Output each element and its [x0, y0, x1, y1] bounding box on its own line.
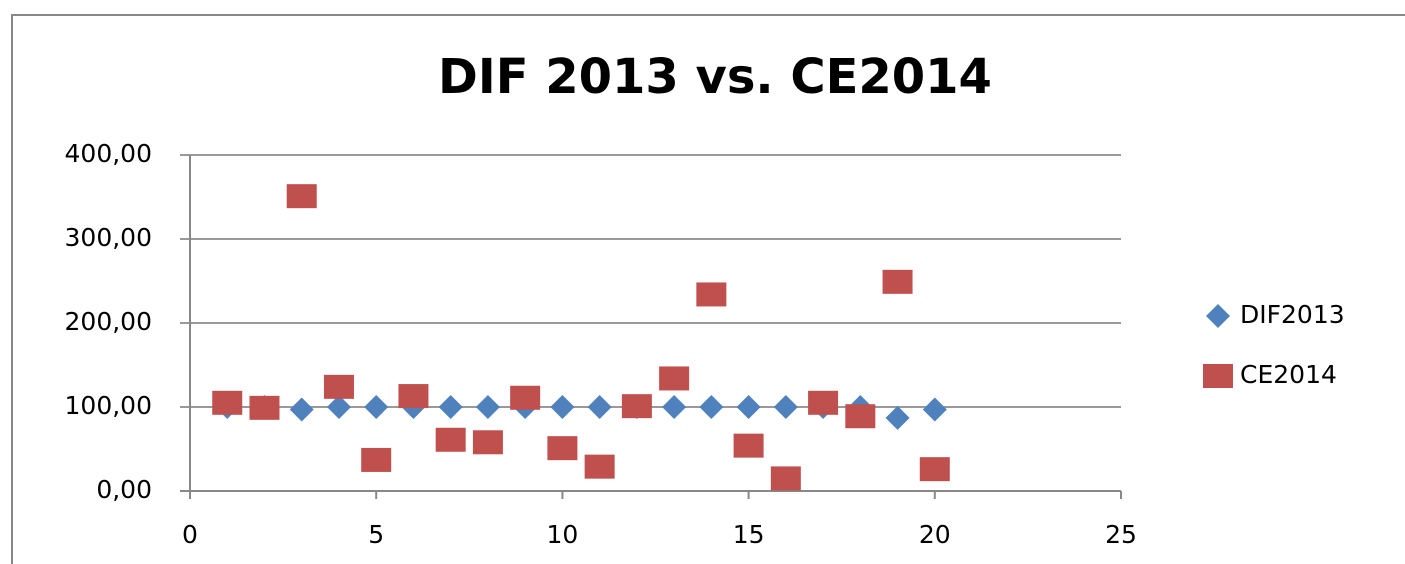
- square-marker: [621, 394, 652, 419]
- diamond-marker: [662, 395, 687, 419]
- square-marker: [733, 433, 764, 458]
- square-marker: [286, 184, 317, 209]
- square-marker: [882, 269, 913, 294]
- square-marker: [212, 390, 243, 415]
- square-marker: [510, 385, 541, 410]
- square-marker: [584, 454, 615, 479]
- square-marker: [770, 466, 801, 491]
- y-tick-label: 0,00: [96, 475, 152, 504]
- diamond-marker: [550, 395, 575, 419]
- diamond-marker: [475, 395, 500, 419]
- x-tick-label: 5: [368, 520, 384, 549]
- square-marker: [845, 404, 876, 429]
- x-tick-label: 10: [546, 520, 578, 549]
- y-tick-label: 300,00: [65, 223, 152, 252]
- y-tick-label: 400,00: [65, 139, 152, 168]
- diamond-marker: [736, 395, 761, 419]
- chart-title: DIF 2013 vs. CE2014: [438, 49, 992, 105]
- diamond-marker: [438, 395, 463, 419]
- square-marker: [361, 447, 392, 472]
- diamond-marker: [922, 397, 947, 422]
- square-marker: [919, 457, 950, 482]
- square-marker: [398, 384, 429, 409]
- diamond-marker: [289, 397, 314, 422]
- x-tick-label: 0: [182, 520, 198, 549]
- y-tick-label: 100,00: [65, 391, 152, 420]
- diamond-marker: [699, 395, 724, 419]
- square-marker: [696, 282, 727, 307]
- square-marker: [249, 395, 280, 420]
- square-marker: [547, 436, 578, 461]
- y-tick-label: 200,00: [65, 307, 152, 336]
- diamond-marker: [885, 405, 910, 430]
- legend-marker: [1203, 364, 1233, 388]
- x-tick-label: 20: [919, 520, 951, 549]
- square-marker: [472, 430, 503, 455]
- diamond-marker: [773, 395, 798, 419]
- x-tick-label: 15: [733, 520, 765, 549]
- square-marker: [659, 366, 690, 391]
- diamond-marker: [364, 395, 389, 419]
- square-marker: [808, 390, 839, 415]
- legend-label: CE2014: [1240, 360, 1337, 389]
- legend-marker: [1206, 304, 1230, 328]
- legend-label: DIF2013: [1240, 300, 1345, 329]
- x-tick-label: 25: [1105, 520, 1137, 549]
- diamond-marker: [326, 395, 351, 419]
- diamond-marker: [587, 395, 612, 419]
- square-marker: [435, 427, 466, 452]
- square-marker: [323, 374, 354, 399]
